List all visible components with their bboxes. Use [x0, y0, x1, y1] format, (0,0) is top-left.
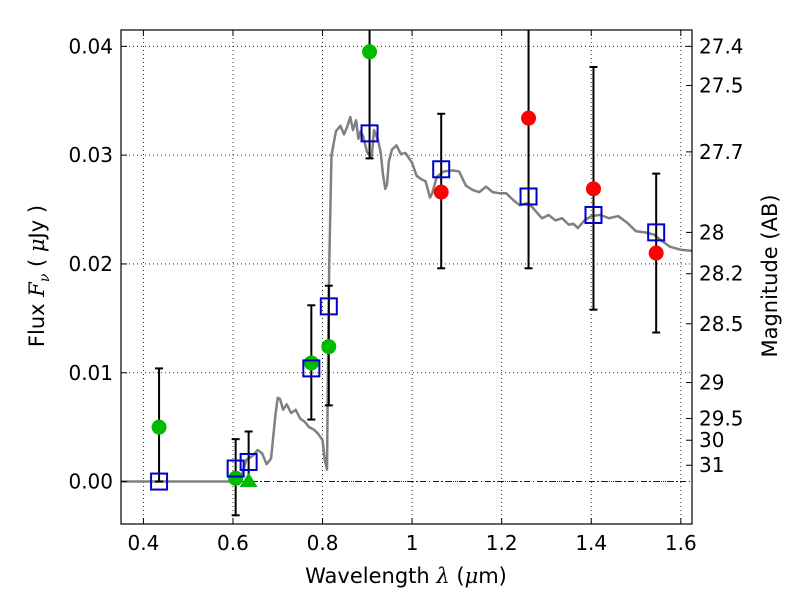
data-point-circle: [648, 245, 664, 261]
y-tick-label: 0.00: [68, 470, 113, 494]
magnitude-tick-label: 27.7: [699, 140, 744, 164]
model-spectrum: [121, 115, 693, 483]
x-tick-label: 0.4: [127, 531, 159, 555]
magnitude-tick-label: 28.5: [699, 312, 744, 336]
axes-frame: [120, 29, 693, 525]
data-point-square: [432, 160, 451, 179]
x-tick-label: 1: [406, 531, 419, 555]
magnitude-tick-label: 29.5: [699, 406, 744, 430]
data-point-square: [319, 297, 338, 316]
magnitude-tick-label: 27.5: [699, 73, 744, 97]
axis-ticks: 0.4 0.6 0.8 1 1.2 1.4 1.6 0.00 0.01 0.02 0.03 0.04 2…: [68, 30, 744, 555]
x-tick-label: 0.6: [217, 531, 249, 555]
data-point-square: [239, 452, 258, 471]
data-point-circle: [433, 184, 449, 200]
y-tick-label: 0.04: [68, 34, 113, 58]
y-tick-label: 0.02: [68, 252, 113, 276]
data-point-square: [226, 459, 245, 478]
magnitude-tick-label: 28: [699, 220, 724, 244]
data-point-circle: [585, 181, 601, 197]
data-point-circle: [521, 110, 537, 126]
x-axis-label: Wavelength λ (μm): [305, 564, 507, 588]
data-point-circle: [151, 419, 167, 435]
x-tick-label: 1.4: [575, 531, 607, 555]
data-point-square: [150, 472, 169, 491]
data-point-circle: [228, 470, 244, 486]
magnitude-tick-label: 27.4: [699, 34, 744, 58]
data-point-circle: [362, 44, 378, 60]
y-tick-label: 0.01: [68, 361, 113, 385]
data-point-square: [519, 187, 538, 206]
data-point-square: [360, 124, 379, 143]
data-point-square: [302, 359, 321, 378]
magnitude-tick-label: 31: [699, 453, 724, 477]
right-axis-label: Magnitude (AB): [758, 194, 782, 357]
magnitude-tick-label: 28.2: [699, 262, 744, 286]
data-markers: [150, 44, 666, 491]
data-point-circle: [303, 355, 319, 371]
y-tick-label: 0.03: [68, 143, 113, 167]
magnitude-tick-label: 29: [699, 371, 724, 395]
magnitude-tick-label: 30: [699, 428, 724, 452]
data-point-square: [647, 223, 666, 242]
data-point-square: [584, 205, 603, 224]
y-axis-label: Flux Fν ( μJy ): [25, 205, 53, 347]
model-spectrum-line: [121, 115, 693, 483]
x-tick-label: 1.2: [486, 531, 518, 555]
plot-frame: [120, 29, 693, 525]
x-tick-label: 1.6: [665, 531, 697, 555]
plot-area: [121, 30, 692, 524]
data-point-triangle: [239, 472, 258, 487]
plot-background: [121, 30, 692, 524]
data-point-circle: [321, 339, 337, 355]
x-tick-label: 0.8: [307, 531, 339, 555]
